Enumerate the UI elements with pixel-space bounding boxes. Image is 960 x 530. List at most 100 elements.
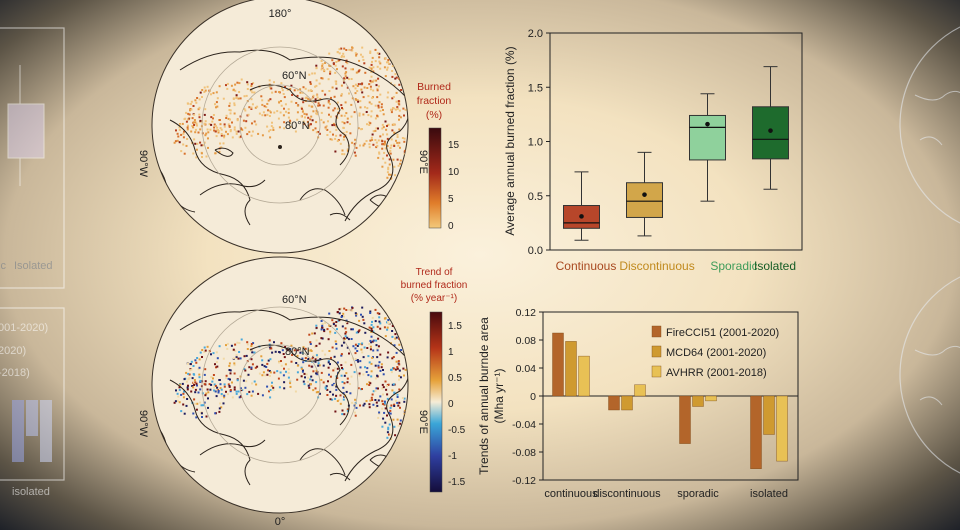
burned-pixel <box>196 97 199 99</box>
burned-pixel <box>317 131 319 133</box>
trend-pixel <box>317 362 320 365</box>
burned-pixel <box>395 76 398 79</box>
trend-pixel <box>294 390 297 393</box>
burned-pixel <box>338 59 341 62</box>
burned-pixel <box>197 108 200 111</box>
burned-pixel <box>273 111 276 114</box>
burned-pixel <box>196 124 198 127</box>
trend-pixel <box>194 402 197 405</box>
burned-pixel <box>327 100 330 103</box>
trend-pixel <box>343 382 346 385</box>
trend-pixel <box>396 401 399 404</box>
lon-label-90e: 90°E <box>417 150 429 174</box>
trend-pixel <box>382 386 385 389</box>
trend-pixel <box>263 365 266 368</box>
burned-pixel <box>315 66 318 69</box>
burned-pixel <box>398 109 401 112</box>
trend-pixel <box>343 374 346 377</box>
box-mean-dot <box>768 128 773 133</box>
burned-pixel <box>370 63 373 66</box>
trend-pixel <box>365 371 368 373</box>
trend-pixel <box>250 366 253 369</box>
burned-pixel <box>251 103 254 106</box>
burned-pixel <box>346 62 349 65</box>
burned-pixel <box>401 137 404 139</box>
burned-pixel <box>246 88 249 90</box>
trend-pixel <box>341 368 344 371</box>
trend-pixel <box>399 376 402 379</box>
trend-pixel <box>245 354 248 357</box>
trend-pixel <box>203 401 206 404</box>
trend-pixel <box>192 381 195 384</box>
trend-pixel <box>370 341 373 344</box>
burned-pixel <box>377 156 380 159</box>
trend-pixel <box>393 403 396 406</box>
trend-pixel <box>341 367 343 369</box>
trend-pixel <box>220 394 223 397</box>
ghost-bottom-label: isolated <box>12 486 50 498</box>
burned-pixel <box>378 151 381 154</box>
trend-pixel <box>345 390 348 393</box>
burned-pixel <box>378 60 381 63</box>
burned-pixel <box>361 46 364 49</box>
burned-pixel <box>310 105 313 108</box>
burned-pixel <box>308 104 311 107</box>
trend-pixel <box>386 436 389 439</box>
trend-pixel <box>191 377 194 380</box>
trend-pixel <box>381 407 384 410</box>
burned-pixel <box>386 66 389 69</box>
burned-pixel <box>320 118 323 121</box>
burned-pixel <box>225 130 227 133</box>
trend-pixel <box>349 383 351 385</box>
burned-pixel <box>229 118 231 121</box>
burned-pixel <box>343 81 345 84</box>
burned-pixel <box>391 65 394 67</box>
burned-pixel <box>346 121 349 124</box>
trend-pixel <box>353 411 356 414</box>
burned-pixel <box>194 128 197 131</box>
burned-pixel <box>311 119 314 122</box>
burned-pixel <box>363 86 366 89</box>
trend-pixel <box>244 369 247 372</box>
burned-pixel <box>410 104 412 106</box>
trend-pixel <box>364 331 367 334</box>
burned-pixel <box>384 57 387 60</box>
trend-pixel <box>368 406 371 409</box>
trend-pixel <box>304 357 307 360</box>
burned-pixel <box>393 145 396 147</box>
burned-pixel <box>187 124 189 127</box>
trend-pixel <box>392 367 395 370</box>
burned-pixel <box>334 80 337 83</box>
burned-pixel <box>283 96 286 99</box>
burned-pixel <box>215 129 218 132</box>
trend-pixel <box>296 371 299 374</box>
trend-pixel <box>329 398 332 401</box>
colorbar-tick: -0.5 <box>448 425 466 436</box>
burned-pixel <box>193 113 196 116</box>
trend-pixel <box>362 373 365 376</box>
trend-pixel <box>386 356 389 359</box>
trend-pixel <box>388 433 390 436</box>
lon-label-90w: 90°W <box>137 410 149 438</box>
burned-pixel <box>183 118 186 121</box>
trend-pixel <box>192 365 195 367</box>
trend-pixel <box>203 346 206 349</box>
trend-pixel <box>268 370 271 372</box>
trend-pixel <box>338 312 341 315</box>
trend-pixel <box>345 372 348 375</box>
burned-pixel <box>399 116 402 119</box>
burned-pixel <box>357 70 360 73</box>
trend-pixel <box>335 385 338 388</box>
trend-pixel <box>385 388 388 391</box>
burned-pixel <box>181 122 184 125</box>
trend-pixel <box>379 353 382 356</box>
burned-pixel <box>189 109 191 112</box>
trend-pixel <box>375 344 378 347</box>
trend-pixel <box>376 325 379 328</box>
trend-pixel <box>206 345 209 348</box>
burned-pixel <box>355 146 358 149</box>
burned-pixel <box>410 100 412 102</box>
burned-pixel <box>398 118 400 121</box>
trend-pixel <box>215 389 218 392</box>
burned-pixel <box>199 119 202 122</box>
